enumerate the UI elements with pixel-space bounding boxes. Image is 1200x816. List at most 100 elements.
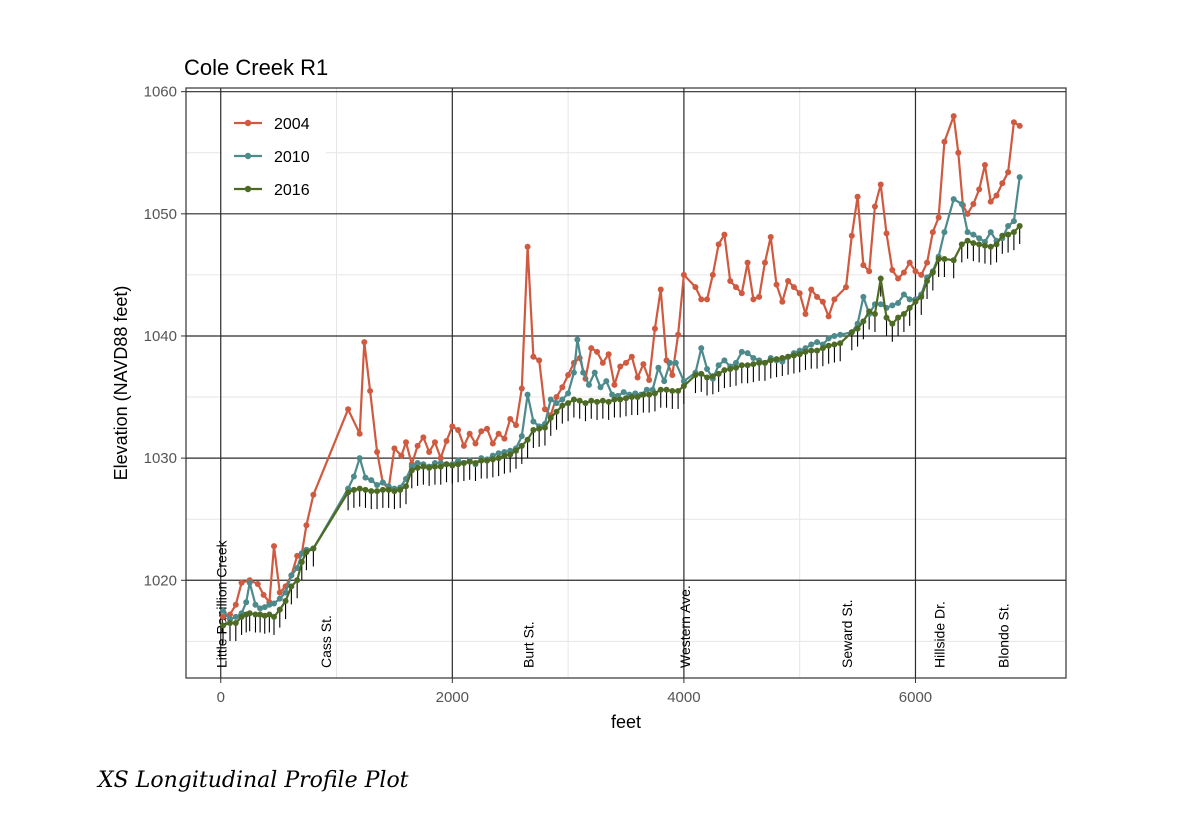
data-point-2004 (254, 580, 261, 587)
data-point-2016 (238, 613, 245, 620)
data-point-2004 (935, 214, 942, 221)
data-point-2016 (871, 310, 878, 317)
data-point-2004 (773, 281, 780, 288)
data-point-2004 (854, 193, 861, 200)
data-point-2010 (603, 378, 610, 385)
landmark-label: Hillside Dr. (932, 601, 948, 668)
data-point-2010 (704, 365, 711, 372)
data-point-2016 (266, 611, 273, 618)
data-point-2016 (220, 622, 227, 629)
data-point-2016 (669, 387, 676, 394)
data-point-2016 (848, 329, 855, 336)
axis-ticks: 0 2000 4000 6000 1020 1030 1040 1050 1060 (144, 84, 933, 706)
data-point-2004 (866, 268, 873, 275)
data-point-2004 (785, 278, 792, 285)
data-point-2004 (232, 601, 239, 608)
data-point-2004 (779, 298, 786, 305)
data-point-2016 (657, 386, 664, 393)
data-point-2016 (232, 620, 239, 627)
data-point-2016 (924, 278, 931, 285)
data-point-2016 (819, 345, 826, 352)
data-point-2004 (640, 361, 647, 368)
data-point-2010 (825, 335, 832, 342)
data-point-2016 (276, 606, 283, 613)
data-point-2010 (970, 231, 977, 238)
data-point-2004 (599, 359, 606, 366)
data-point-2010 (271, 600, 277, 607)
data-point-2004 (727, 278, 734, 285)
data-point-2004 (912, 268, 919, 275)
data-point-2004 (530, 353, 537, 360)
data-point-2016 (524, 436, 531, 443)
data-point-2004 (466, 430, 473, 437)
x-tick-label: 4000 (667, 689, 700, 706)
data-point-2010 (837, 331, 844, 338)
legend-label: 2016 (274, 182, 310, 199)
data-point-2010 (565, 390, 572, 397)
data-point-2010 (547, 396, 554, 403)
data-point-2016 (426, 464, 433, 471)
data-point-2016 (692, 372, 699, 379)
data-point-2004 (825, 313, 832, 320)
landmark-label: Burt St. (521, 621, 537, 668)
data-point-2004 (970, 201, 977, 208)
data-point-2016 (611, 396, 618, 403)
data-point-2016 (449, 462, 456, 469)
data-point-2016 (935, 256, 942, 263)
data-point-2016 (837, 340, 844, 347)
data-point-2004 (761, 259, 768, 266)
data-point-2016 (950, 257, 957, 264)
data-point-2004 (906, 259, 913, 266)
data-point-2004 (929, 229, 936, 236)
data-point-2010 (808, 341, 815, 348)
data-point-2016 (900, 310, 907, 317)
data-point-2016 (368, 488, 375, 495)
data-point-2010 (900, 291, 907, 298)
data-point-2016 (310, 545, 317, 552)
data-point-2016 (443, 461, 450, 468)
data-point-2004 (1005, 169, 1012, 176)
data-point-2016 (929, 269, 936, 276)
data-point-2004 (895, 275, 902, 282)
data-point-2016 (646, 391, 653, 398)
data-point-2004 (756, 293, 763, 300)
data-point-2010 (831, 332, 838, 339)
data-point-2010 (368, 477, 375, 484)
data-point-2004 (790, 284, 797, 291)
data-point-2004 (831, 296, 838, 303)
data-point-2010 (379, 479, 386, 486)
data-point-2010 (282, 589, 289, 596)
data-point-2016 (541, 424, 548, 431)
data-point-2004 (489, 440, 496, 447)
data-point-2004 (924, 259, 931, 266)
data-point-2016 (582, 400, 589, 407)
data-point-2016 (547, 414, 554, 421)
data-point-2004 (553, 394, 560, 401)
data-point-2010 (889, 302, 896, 309)
data-point-2016 (704, 374, 711, 381)
data-point-2004 (449, 423, 456, 430)
data-point-2004 (455, 427, 462, 434)
data-point-2004 (976, 186, 983, 193)
legend: 2004 2010 2016 (222, 96, 326, 208)
data-point-2004 (628, 353, 635, 360)
data-point-2004 (420, 434, 427, 441)
data-point-2004 (918, 271, 925, 278)
data-point-2016 (877, 275, 884, 282)
data-point-2016 (993, 241, 1000, 248)
data-point-2010 (733, 359, 739, 366)
data-point-2004 (238, 579, 245, 586)
data-point-2004 (594, 348, 601, 355)
data-point-2016 (588, 397, 595, 404)
data-point-2004 (860, 262, 867, 269)
data-point-2004 (437, 455, 444, 462)
data-point-2004 (484, 425, 491, 432)
data-point-2004 (220, 613, 227, 620)
data-point-2010 (698, 345, 705, 352)
data-point-2016 (385, 486, 392, 493)
data-point-2004 (657, 286, 664, 293)
data-point-2016 (403, 483, 409, 490)
data-point-2016 (501, 452, 508, 459)
legend-key-point (244, 119, 252, 127)
data-point-2004 (964, 210, 971, 217)
